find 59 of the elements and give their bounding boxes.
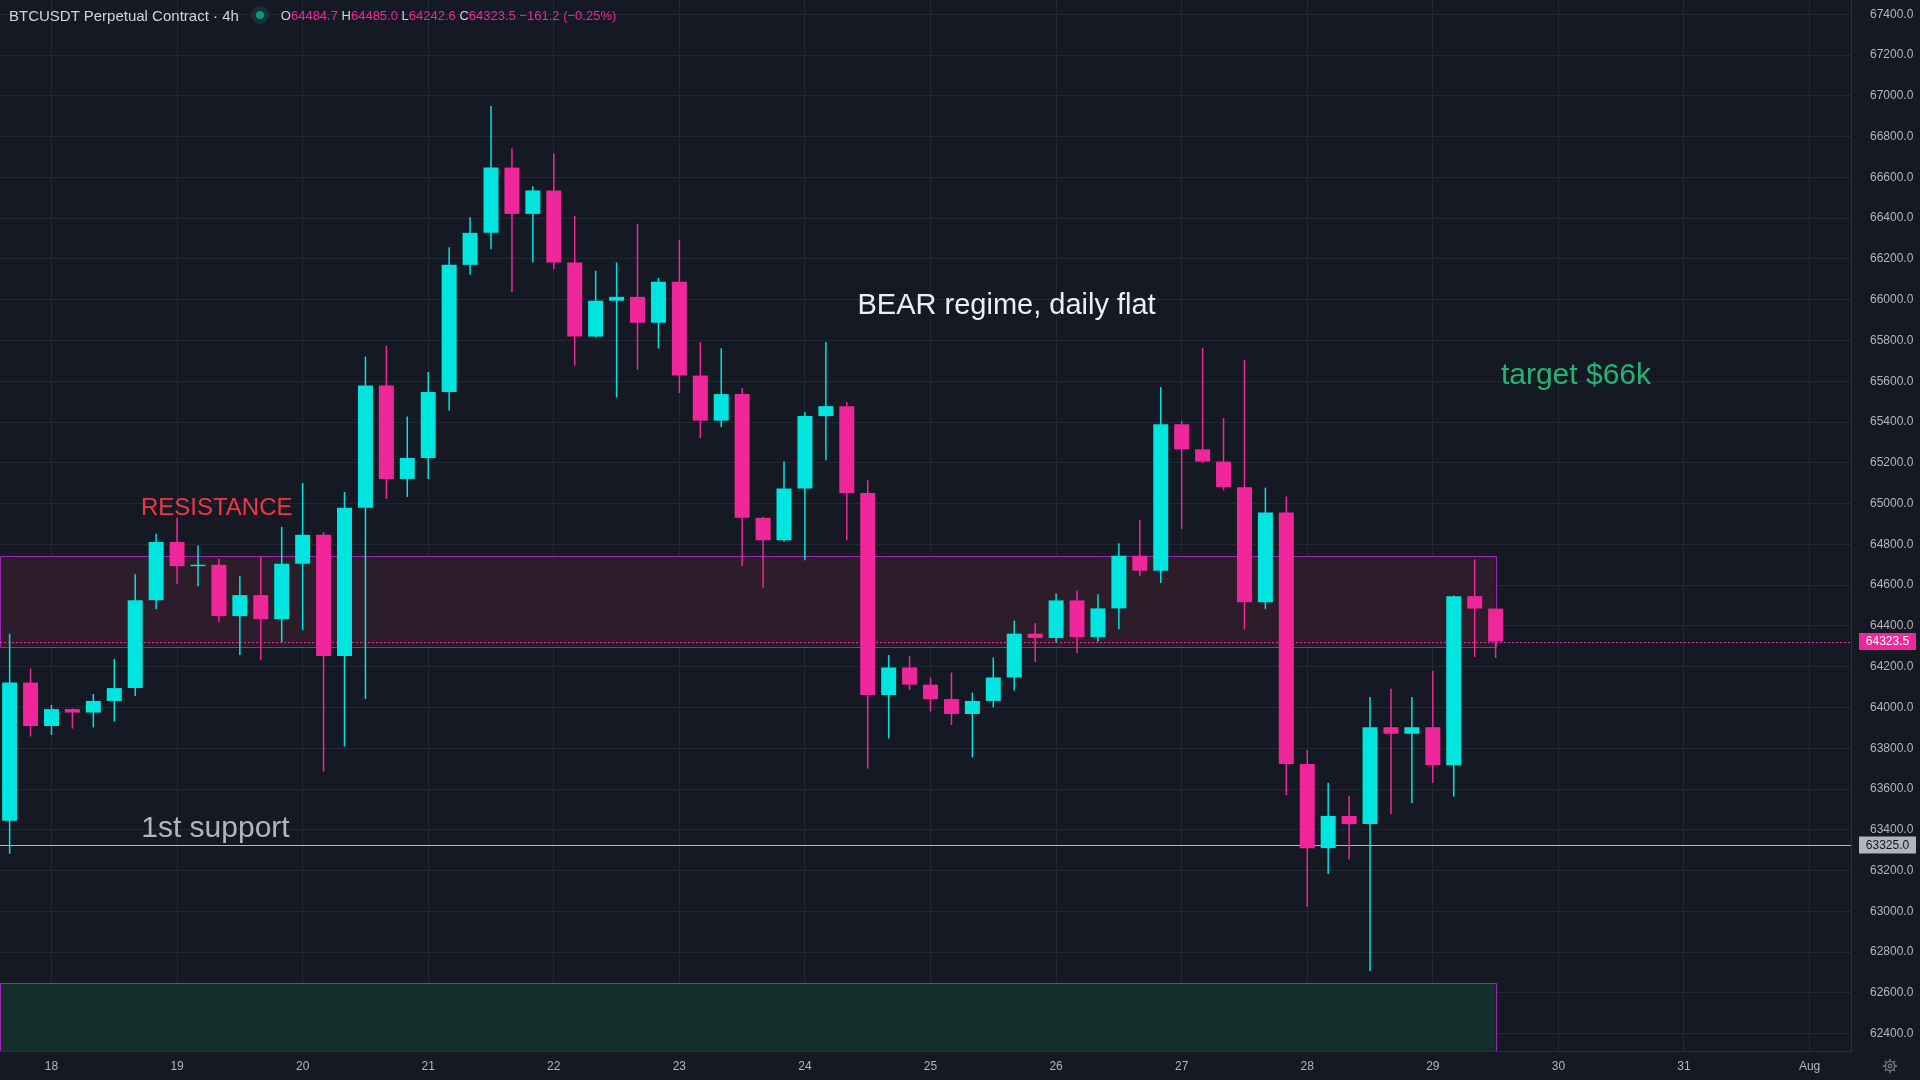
y-tick-label: 63600.0 <box>1870 781 1914 796</box>
x-tick-label: 25 <box>923 1058 938 1073</box>
candlestick <box>1383 688 1399 815</box>
x-tick-label: 26 <box>1049 1058 1064 1073</box>
y-tick-label: 63000.0 <box>1870 903 1914 918</box>
y-tick-label: 63400.0 <box>1870 822 1914 837</box>
x-tick-label: Aug <box>1798 1058 1821 1073</box>
candlestick <box>232 576 248 656</box>
candlestick <box>755 516 771 588</box>
x-tick-label: 19 <box>170 1058 185 1073</box>
y-tick-label: 66800.0 <box>1870 128 1914 143</box>
candlestick <box>1341 795 1357 860</box>
y-tick-label: 66400.0 <box>1870 210 1914 225</box>
y-tick-label: 65200.0 <box>1870 455 1914 470</box>
y-tick-label: 62400.0 <box>1870 1025 1914 1040</box>
x-tick-label: 21 <box>421 1058 436 1073</box>
y-tick-label: 67000.0 <box>1870 88 1914 103</box>
x-tick-label: 20 <box>295 1058 310 1073</box>
x-tick-label: 23 <box>672 1058 687 1073</box>
x-tick-label: 29 <box>1426 1058 1440 1073</box>
x-tick-label: 30 <box>1551 1058 1566 1073</box>
y-tick-label: 66200.0 <box>1870 251 1914 266</box>
annotation: RESISTANCE <box>140 492 293 520</box>
y-tick-label: 63800.0 <box>1870 740 1914 755</box>
y-tick-label: 64000.0 <box>1870 699 1914 714</box>
y-tick-label: 64200.0 <box>1870 659 1914 673</box>
candlestick <box>253 556 269 661</box>
y-tick-label: 64600.0 <box>1870 577 1914 592</box>
candlestick <box>818 342 834 461</box>
candlestick <box>504 148 520 293</box>
y-tick-label: 65800.0 <box>1870 332 1914 347</box>
x-tick-label: 22 <box>547 1058 561 1073</box>
text: O64484.7 H64485.0 L64242.6 C64323.5 −161.2 (−0.25%) <box>280 7 617 23</box>
x-tick-label: 31 <box>1677 1058 1691 1073</box>
chart-title: BTCUSDT Perpetual Contract · 4h <box>9 6 239 24</box>
y-tick-label: 67200.0 <box>1870 47 1914 62</box>
ref-line-label: 64323.5 <box>1865 634 1910 649</box>
y-tick-label: 63200.0 <box>1870 862 1914 877</box>
candlestick <box>525 186 541 263</box>
candlestick <box>1132 520 1148 576</box>
y-tick-label: 65600.0 <box>1870 373 1914 388</box>
y-tick-label: 62600.0 <box>1870 985 1914 1000</box>
y-tick-label: 65400.0 <box>1870 414 1914 429</box>
annotation: target $66k <box>1500 357 1652 391</box>
ref-line-label: 63325.0 <box>1865 837 1910 852</box>
candlestick <box>1404 697 1420 804</box>
y-tick-label: 64400.0 <box>1870 618 1914 633</box>
x-tick-label: 18 <box>44 1058 59 1073</box>
x-tick-label: 28 <box>1300 1058 1315 1073</box>
y-tick-label: 66000.0 <box>1870 292 1914 307</box>
x-tick-label: 27 <box>1175 1058 1189 1073</box>
y-tick-label: 66600.0 <box>1870 169 1914 184</box>
x-tick-label: 24 <box>798 1058 812 1073</box>
y-tick-label: 62800.0 <box>1870 944 1914 959</box>
y-tick-label: 64800.0 <box>1870 536 1914 551</box>
y-tick-label: 67400.0 <box>1870 6 1914 21</box>
y-tick-label: 65000.0 <box>1870 495 1914 510</box>
annotation: BEAR regime, daily flat <box>857 287 1156 320</box>
annotation: 1st support <box>141 810 291 844</box>
